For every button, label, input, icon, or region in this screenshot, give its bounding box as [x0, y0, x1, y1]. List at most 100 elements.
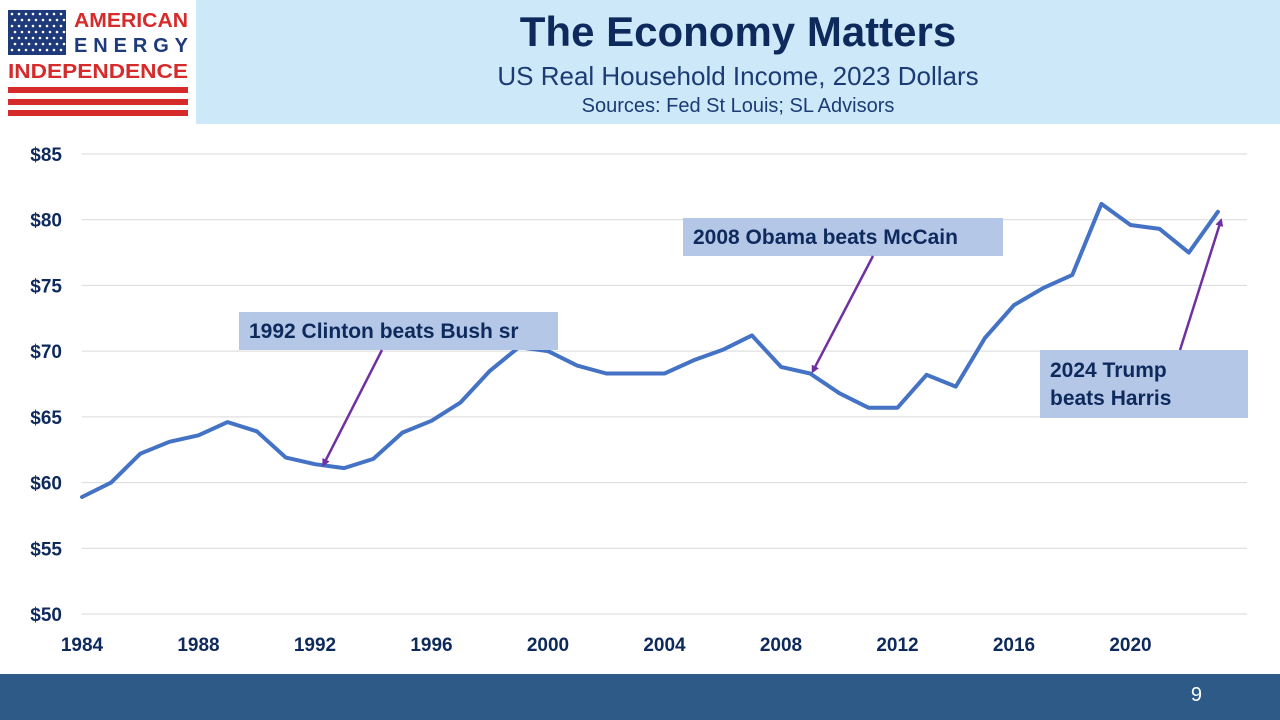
- flag-star: [45, 48, 49, 52]
- logo-line2: ENERGY: [74, 35, 189, 57]
- slide-header: The Economy Matters US Real Household In…: [196, 0, 1280, 124]
- flag-star: [59, 36, 63, 40]
- flag-star: [10, 48, 14, 52]
- annotation-label: 2008 Obama beats McCain: [693, 226, 958, 249]
- flag-star: [62, 42, 66, 46]
- flag-star: [24, 12, 28, 16]
- flag-star: [48, 30, 52, 34]
- y-tick-label: $70: [30, 342, 62, 363]
- flag-star: [27, 18, 31, 22]
- logo-line3: INDEPENDENCE: [8, 61, 188, 83]
- flag-star: [48, 42, 52, 46]
- x-tick-label: 2000: [527, 635, 569, 656]
- slide-title: The Economy Matters: [519, 8, 957, 55]
- flag-star: [31, 36, 35, 40]
- x-tick-label: 1992: [294, 635, 336, 656]
- flag-star: [38, 12, 42, 16]
- flag-star: [17, 24, 21, 28]
- annotation-arrow: [322, 349, 384, 467]
- page-number: 9: [1190, 684, 1202, 706]
- flag-star: [38, 48, 42, 52]
- annotation-box: [683, 218, 1003, 256]
- flag-star: [41, 18, 45, 22]
- flag-star: [34, 42, 38, 46]
- flag-star: [41, 30, 45, 34]
- x-tick-label: 2020: [1109, 635, 1151, 656]
- flag-stars: [10, 12, 66, 52]
- flag-star: [62, 30, 66, 34]
- annotation-box: [239, 312, 558, 350]
- y-tick-label: $75: [30, 276, 62, 297]
- annotation-label: 2024 Trump: [1050, 359, 1167, 382]
- flag-star: [34, 18, 38, 22]
- footer-bar: 9: [0, 674, 1280, 720]
- annotations: 1992 Clinton beats Bush sr 2008 Obama bea…: [239, 218, 1248, 467]
- x-tick-label: 2012: [876, 635, 918, 656]
- series-line: [80, 201, 1220, 499]
- flag-star: [24, 48, 28, 52]
- flag-star: [13, 30, 17, 34]
- flag-star: [31, 48, 35, 52]
- series-group: [80, 201, 1220, 499]
- sources-note: Sources: Fed St Louis; SL Advisors: [581, 95, 895, 117]
- x-axis-ticks: 1984 1988 1992 1996 2000 2004 2008 2012 2016 2020: [61, 635, 1152, 656]
- y-tick-label: $65: [30, 408, 62, 429]
- flag-star: [27, 42, 31, 46]
- x-tick-label: 1996: [410, 635, 452, 656]
- logo-stripe: [8, 99, 188, 105]
- flag-star: [17, 36, 21, 40]
- flag-star: [52, 36, 56, 40]
- flag-star: [38, 24, 42, 28]
- flag-star: [38, 36, 42, 40]
- logo-stripe: [8, 110, 188, 116]
- annotation-label: 1992 Clinton beats Bush sr: [249, 320, 519, 343]
- flag-star: [45, 24, 49, 28]
- annotation-box: [1040, 350, 1248, 418]
- flag-star: [45, 12, 49, 16]
- flag-star: [13, 18, 17, 22]
- flag-star: [62, 18, 66, 22]
- flag-star: [31, 24, 35, 28]
- y-tick-label: $60: [30, 474, 62, 495]
- chart-subtitle: US Real Household Income, 2023 Dollars: [497, 61, 979, 91]
- income-line-chart: $50 $55 $60 $65 $70 $75 $80 $85 1984 1988 1992 199…: [30, 145, 1248, 656]
- flag-star: [52, 24, 56, 28]
- flag-star: [10, 24, 14, 28]
- annotation-arrow: [811, 255, 875, 374]
- flag-star: [10, 12, 14, 16]
- y-tick-label: $50: [30, 605, 62, 626]
- flag-star: [24, 36, 28, 40]
- flag-star: [48, 18, 52, 22]
- flag-star: [34, 30, 38, 34]
- american-energy-independence-logo: AMERICAN ENERGY INDEPENDENCE: [0, 0, 196, 124]
- y-tick-label: $85: [30, 145, 62, 166]
- flag-star: [59, 12, 63, 16]
- flag-star: [10, 36, 14, 40]
- logo-line1: AMERICAN: [74, 10, 188, 32]
- logo-graphic: AMERICAN ENERGY INDEPENDENCE: [8, 10, 189, 116]
- x-tick-label: 2016: [993, 635, 1035, 656]
- x-tick-label: 2008: [760, 635, 802, 656]
- x-tick-label: 2004: [643, 635, 686, 656]
- flag-star: [55, 30, 59, 34]
- y-tick-label: $55: [30, 539, 62, 560]
- flag-star: [20, 18, 24, 22]
- flag-star: [59, 24, 63, 28]
- x-tick-label: 1984: [61, 635, 104, 656]
- flag-star: [52, 12, 56, 16]
- flag-star: [24, 24, 28, 28]
- flag-star: [45, 36, 49, 40]
- annotation-label: beats Harris: [1050, 387, 1171, 410]
- flag-star: [31, 12, 35, 16]
- flag-star: [17, 48, 21, 52]
- flag-star: [59, 48, 63, 52]
- annotation-arrow: [1178, 218, 1224, 351]
- flag-star: [20, 42, 24, 46]
- flag-star: [13, 42, 17, 46]
- y-axis-ticks: $50 $55 $60 $65 $70 $75 $80 $85: [30, 145, 62, 626]
- flag-star: [17, 12, 21, 16]
- flag-star: [52, 48, 56, 52]
- y-tick-label: $80: [30, 211, 62, 232]
- logo-stripe: [8, 87, 188, 93]
- flag-star: [55, 42, 59, 46]
